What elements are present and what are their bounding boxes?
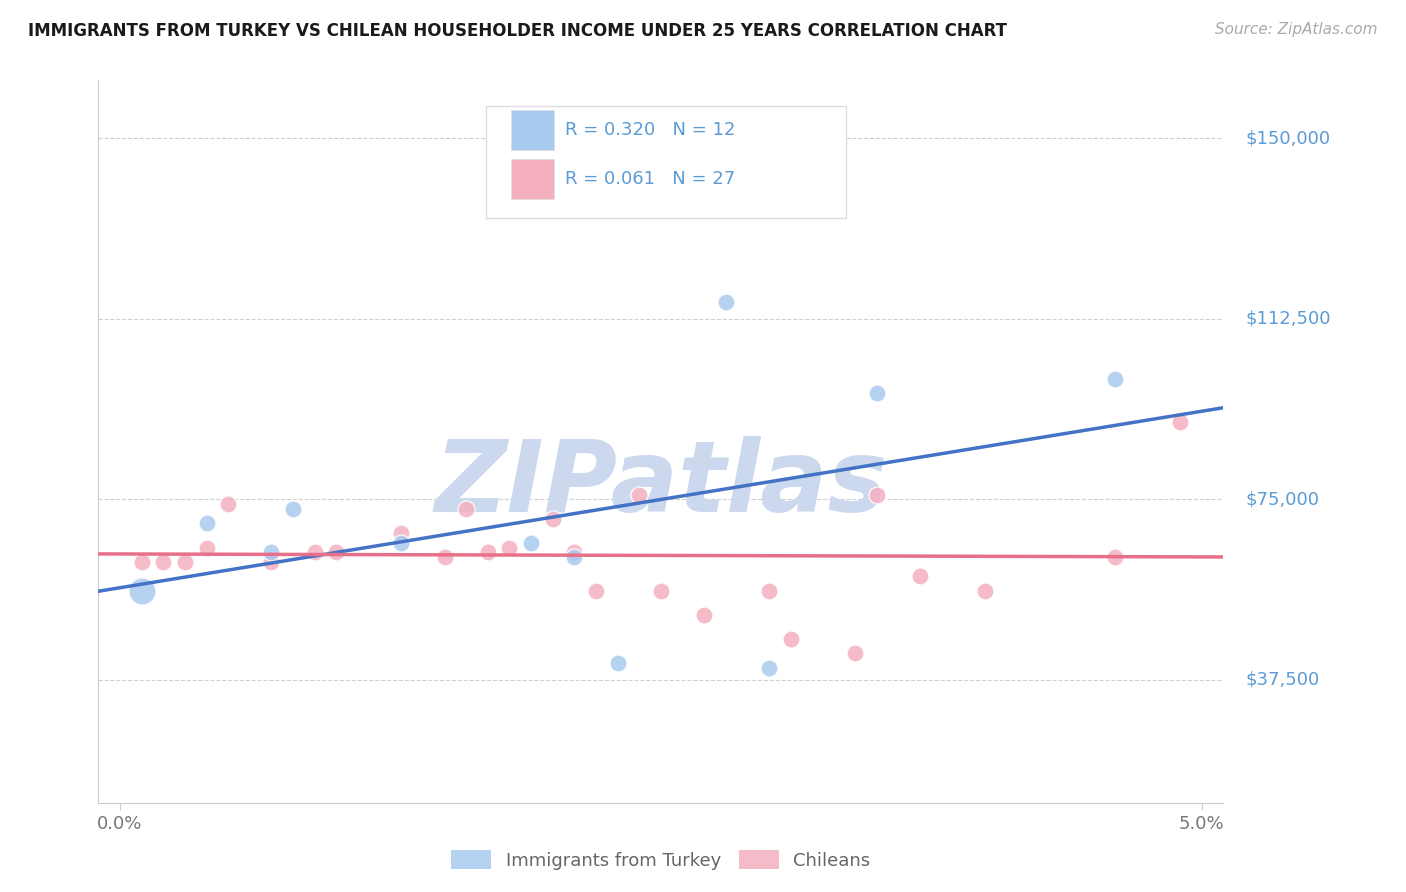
Point [325,545,347,559]
Point [281,502,304,516]
Point [1168,415,1191,429]
Point [389,526,412,541]
Point [477,545,499,559]
Point [1104,372,1126,386]
Point [758,661,780,675]
Point [304,545,326,559]
Point [541,511,564,525]
Point [974,583,997,598]
Text: ZIPatlas: ZIPatlas [434,436,887,533]
FancyBboxPatch shape [512,110,554,150]
Point [866,386,889,401]
Text: IMMIGRANTS FROM TURKEY VS CHILEAN HOUSEHOLDER INCOME UNDER 25 YEARS CORRELATION : IMMIGRANTS FROM TURKEY VS CHILEAN HOUSEH… [28,22,1007,40]
Point [131,555,153,569]
Point [195,541,218,555]
Point [562,545,585,559]
Text: $150,000: $150,000 [1246,129,1331,147]
Point [498,541,520,555]
Point [131,583,153,598]
Point [585,583,607,598]
Point [562,550,585,565]
Text: Source: ZipAtlas.com: Source: ZipAtlas.com [1215,22,1378,37]
Text: R = 0.320   N = 12: R = 0.320 N = 12 [565,121,735,139]
Text: $75,000: $75,000 [1246,491,1320,508]
Point [910,569,932,583]
Point [217,497,239,511]
Point [456,502,478,516]
Point [693,607,716,622]
Point [650,583,672,598]
Point [866,487,889,501]
Text: R = 0.061   N = 27: R = 0.061 N = 27 [565,169,735,187]
Legend: Immigrants from Turkey, Chileans: Immigrants from Turkey, Chileans [444,843,877,877]
Point [174,555,197,569]
Point [195,516,218,531]
Point [1104,550,1126,565]
Point [606,656,628,670]
Point [628,487,651,501]
Text: $37,500: $37,500 [1246,671,1320,689]
Text: $112,500: $112,500 [1246,310,1331,327]
FancyBboxPatch shape [512,159,554,199]
Point [152,555,174,569]
Point [758,583,780,598]
Point [844,647,866,661]
Point [433,550,456,565]
Point [779,632,801,646]
Point [260,555,283,569]
Point [389,535,412,549]
Point [260,545,283,559]
Point [520,535,543,549]
Point [714,294,737,309]
FancyBboxPatch shape [486,105,846,218]
